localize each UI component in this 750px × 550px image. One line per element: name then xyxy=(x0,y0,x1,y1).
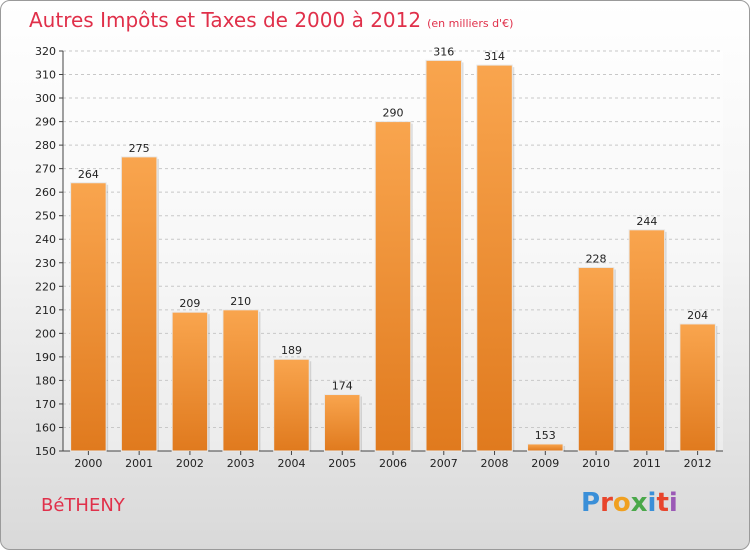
data-label: 153 xyxy=(535,429,556,442)
y-tick-label: 320 xyxy=(35,45,56,58)
y-tick-label: 310 xyxy=(35,69,56,82)
logo-letter: i xyxy=(668,488,678,518)
data-label: 314 xyxy=(484,50,505,63)
bar xyxy=(476,64,513,452)
chart-title: Autres Impôts et Taxes de 2000 à 2012 (en… xyxy=(29,8,513,32)
data-label: 210 xyxy=(230,295,251,308)
data-label: 316 xyxy=(433,45,454,58)
y-tick-label: 300 xyxy=(35,92,56,105)
logo-letter: o xyxy=(612,488,631,518)
data-label: 228 xyxy=(586,252,607,265)
logo-letter: r xyxy=(600,488,613,518)
data-label: 174 xyxy=(332,380,353,393)
bar xyxy=(273,358,310,452)
bar xyxy=(527,443,564,452)
x-tick-label: 2009 xyxy=(531,457,559,470)
y-tick-label: 220 xyxy=(35,280,56,293)
data-label: 244 xyxy=(636,215,657,228)
commune-name: BéTHENY xyxy=(41,495,125,516)
bar xyxy=(374,121,412,452)
x-tick-label: 2001 xyxy=(125,457,153,470)
y-tick-label: 290 xyxy=(35,116,56,129)
bar xyxy=(425,59,463,452)
logo-letter: i xyxy=(647,488,657,518)
y-tick-label: 210 xyxy=(35,304,56,317)
bar xyxy=(171,311,209,452)
bar xyxy=(679,323,716,452)
x-tick-label: 2012 xyxy=(684,457,712,470)
y-tick-label: 250 xyxy=(35,210,56,223)
bar xyxy=(222,309,259,452)
data-label: 189 xyxy=(281,344,302,357)
y-tick-label: 230 xyxy=(35,257,56,270)
y-tick-label: 180 xyxy=(35,374,56,387)
x-tick-label: 2011 xyxy=(633,457,661,470)
y-tick-label: 160 xyxy=(35,421,56,434)
y-tick-label: 150 xyxy=(35,445,56,458)
bar xyxy=(577,266,615,452)
bar xyxy=(323,394,361,452)
bar xyxy=(120,156,158,452)
x-tick-label: 2002 xyxy=(176,457,204,470)
title-text: Autres Impôts et Taxes de 2000 à 2012 xyxy=(29,8,422,32)
proxiti-logo: Proxiti xyxy=(581,488,678,518)
x-tick-label: 2004 xyxy=(277,457,305,470)
y-tick-label: 190 xyxy=(35,351,56,364)
data-label: 275 xyxy=(129,142,150,155)
x-tick-label: 2010 xyxy=(582,457,610,470)
x-tick-label: 2000 xyxy=(74,457,102,470)
y-tick-label: 260 xyxy=(35,186,56,199)
bar xyxy=(628,229,666,452)
data-label: 290 xyxy=(383,107,404,120)
y-tick-label: 240 xyxy=(35,233,56,246)
x-tick-label: 2008 xyxy=(481,457,509,470)
x-tick-label: 2006 xyxy=(379,457,407,470)
y-tick-label: 170 xyxy=(35,398,56,411)
y-tick-label: 200 xyxy=(35,327,56,340)
x-tick-label: 2007 xyxy=(430,457,458,470)
data-label: 264 xyxy=(78,168,99,181)
logo-letter: P xyxy=(581,488,601,518)
data-label: 209 xyxy=(179,297,200,310)
y-tick-label: 270 xyxy=(35,163,56,176)
data-label: 204 xyxy=(687,309,708,322)
logo-letter: t xyxy=(656,488,669,518)
y-tick-label: 280 xyxy=(35,139,56,152)
logo-letter: x xyxy=(630,488,648,518)
x-tick-label: 2005 xyxy=(328,457,356,470)
unit-label: (en milliers d'€) xyxy=(427,17,514,30)
bar xyxy=(70,182,107,452)
x-tick-label: 2003 xyxy=(227,457,255,470)
